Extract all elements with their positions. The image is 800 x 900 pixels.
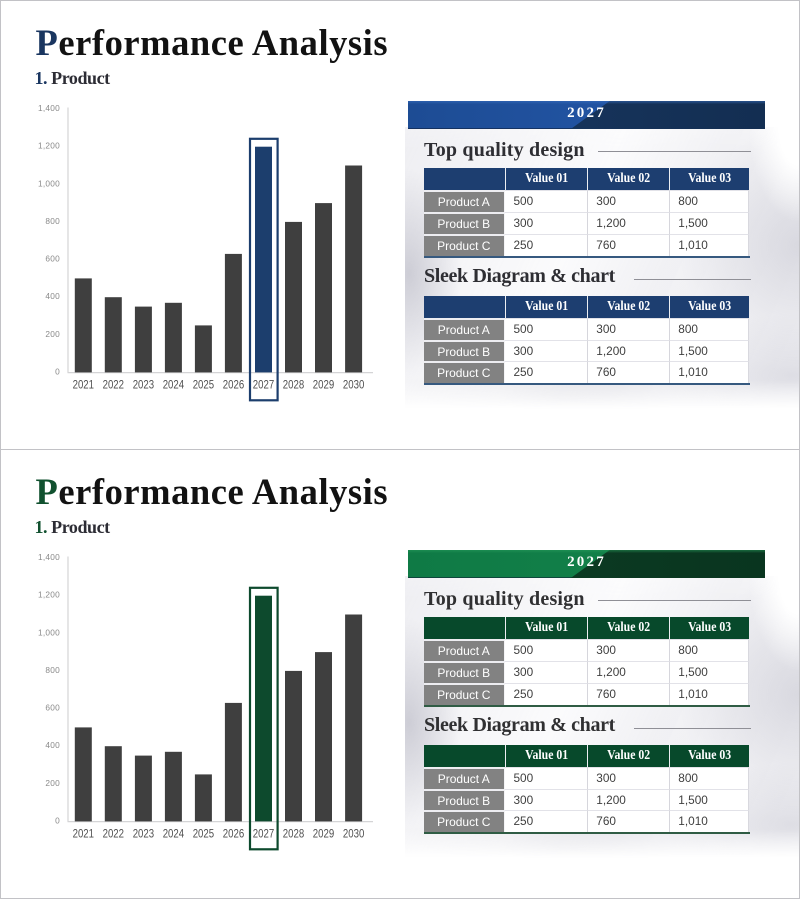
svg-text:2028: 2028: [283, 377, 305, 391]
svg-text:2027: 2027: [253, 377, 275, 391]
svg-text:2029: 2029: [313, 377, 335, 391]
svg-text:2024: 2024: [163, 377, 185, 391]
svg-text:2027: 2027: [253, 826, 275, 840]
svg-text:2023: 2023: [133, 377, 155, 391]
svg-text:800: 800: [45, 665, 60, 675]
svg-text:0: 0: [55, 815, 60, 825]
svg-text:200: 200: [45, 778, 60, 788]
svg-text:1,200: 1,200: [38, 141, 60, 151]
svg-text:1,000: 1,000: [38, 178, 60, 188]
svg-text:2029: 2029: [313, 826, 335, 840]
svg-text:2021: 2021: [73, 826, 95, 840]
svg-text:800: 800: [45, 216, 60, 226]
svg-text:2024: 2024: [163, 826, 185, 840]
svg-text:1,400: 1,400: [38, 552, 60, 562]
svg-text:2023: 2023: [133, 826, 155, 840]
svg-text:2025: 2025: [193, 826, 215, 840]
svg-text:2026: 2026: [223, 826, 245, 840]
svg-text:1,000: 1,000: [38, 627, 60, 637]
svg-text:2025: 2025: [193, 377, 215, 391]
svg-text:2022: 2022: [103, 826, 125, 840]
svg-text:2030: 2030: [343, 826, 365, 840]
svg-text:2026: 2026: [223, 377, 245, 391]
svg-text:600: 600: [45, 703, 60, 713]
svg-text:2022: 2022: [103, 377, 125, 391]
svg-text:1,400: 1,400: [38, 103, 60, 113]
svg-text:2021: 2021: [73, 377, 95, 391]
svg-text:2028: 2028: [283, 826, 305, 840]
svg-text:600: 600: [45, 254, 60, 264]
svg-text:200: 200: [45, 329, 60, 339]
svg-text:0: 0: [55, 366, 60, 376]
svg-text:2030: 2030: [343, 377, 365, 391]
svg-text:1,200: 1,200: [38, 590, 60, 600]
svg-text:400: 400: [45, 740, 60, 750]
svg-text:400: 400: [45, 291, 60, 301]
